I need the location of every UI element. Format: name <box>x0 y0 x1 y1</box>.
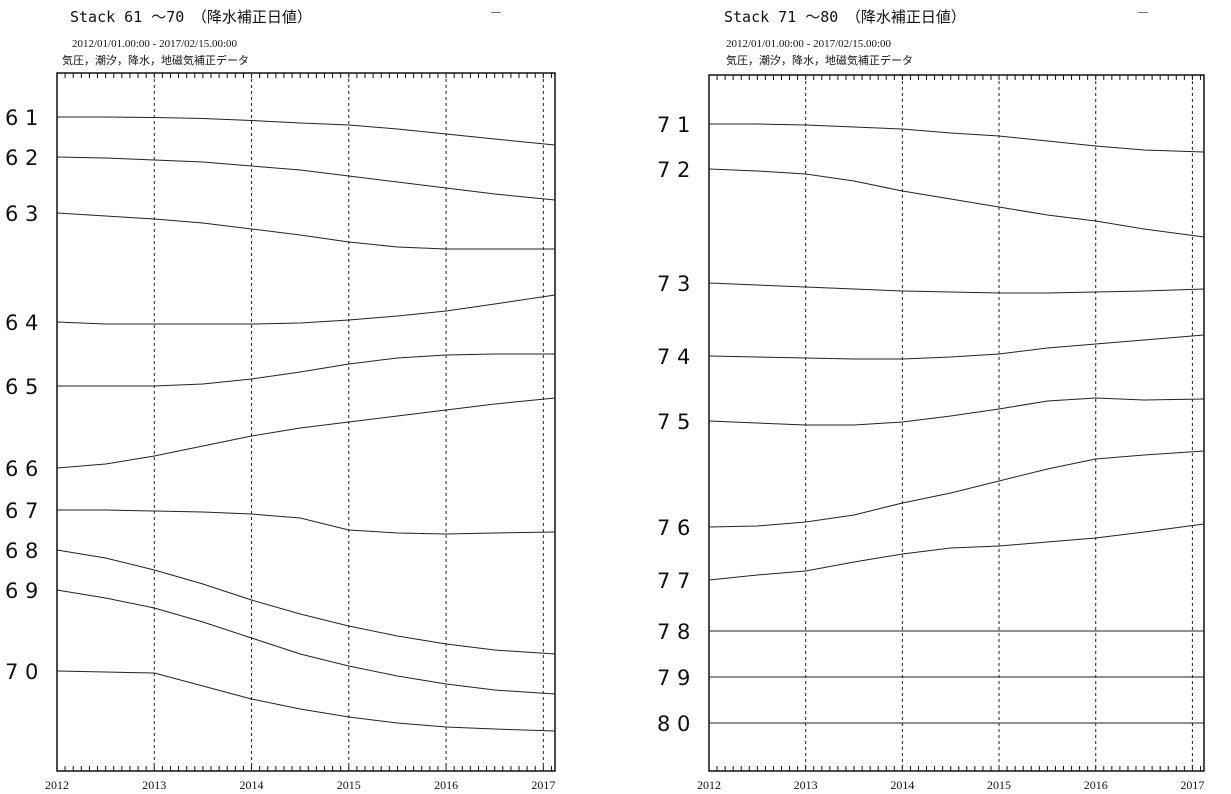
series-line <box>56 212 555 250</box>
x-tick-label: 2013 <box>794 778 818 792</box>
series-line <box>56 549 556 655</box>
series-line <box>57 116 556 146</box>
series-label: 7 9 <box>657 666 690 690</box>
series-line <box>56 670 556 732</box>
series-label: 7 5 <box>657 410 690 434</box>
series-label: 7 3 <box>657 272 690 296</box>
series-line <box>709 123 1205 153</box>
series-label: 7 8 <box>657 620 690 644</box>
chart-svg: 2012 2013 2014 2015 2016 2017 6 1 6 2 6 3 6 4 6 5 6… <box>5 72 556 792</box>
series-label: 6 5 <box>5 375 38 399</box>
series-line <box>56 294 556 325</box>
chart-period: 2012/01/01.00:00 - 2017/02/15.00:00 <box>726 38 891 50</box>
x-tick-label: 2015 <box>337 778 361 792</box>
x-tick-label: 2012 <box>45 778 69 792</box>
chart-period: 2012/01/01.00:00 - 2017/02/15.00:00 <box>72 38 237 50</box>
series-line <box>708 282 1205 294</box>
chart-panel-71-80: Stack 71 ～80 （降水補正日値） 2012/01/01.00:00 -… <box>652 0 1231 794</box>
series-label: 6 1 <box>5 106 38 130</box>
series-label: 7 1 <box>657 113 690 137</box>
plot-frame <box>56 72 556 772</box>
series-line <box>708 168 1205 238</box>
x-tick-label: 2012 <box>697 778 721 792</box>
series-line <box>708 523 1205 581</box>
series-label: 6 8 <box>5 539 38 563</box>
x-tick-label: 2015 <box>987 778 1011 792</box>
series-label: 6 3 <box>5 202 38 226</box>
chart-title: Stack 61 ～70 （降水補正日値） <box>70 8 312 26</box>
x-tick-label: 2017 <box>531 778 555 792</box>
plot-frame <box>708 74 1205 772</box>
chart-svg: 2012 2013 2014 2015 2016 2017 7 1 7 2 7 3 7 4 7 5 7… <box>657 74 1205 792</box>
series-label: 6 4 <box>5 311 38 335</box>
series-label: 6 2 <box>5 146 38 170</box>
series-label: 7 2 <box>657 158 690 182</box>
series-label: 7 0 <box>5 660 38 684</box>
chart-note: 気圧，潮汐，降水，地磁気補正データ <box>726 55 913 67</box>
x-tick-label: 2016 <box>1084 778 1108 792</box>
x-tick-label: 2013 <box>142 778 166 792</box>
x-tick-label: 2014 <box>240 778 264 792</box>
series-line <box>708 450 1205 528</box>
series-label: 8 0 <box>657 712 690 736</box>
corner-mark: ー <box>490 6 503 20</box>
corner-mark: ー <box>1137 6 1150 20</box>
series-line <box>708 397 1205 426</box>
x-tick-label: 2016 <box>434 778 458 792</box>
chart-note: 気圧，潮汐，降水，地磁気補正データ <box>62 55 249 67</box>
x-tick-label: 2014 <box>890 778 914 792</box>
x-tick-label: 2017 <box>1180 778 1204 792</box>
series-label: 6 7 <box>5 499 38 523</box>
series-label: 7 7 <box>657 569 690 593</box>
series-label: 6 9 <box>5 579 38 603</box>
series-label: 7 4 <box>657 345 690 369</box>
series-line <box>56 397 556 469</box>
series-line <box>57 353 555 387</box>
series-line <box>57 509 556 535</box>
series-label: 7 6 <box>657 516 690 540</box>
series-line <box>708 334 1205 360</box>
chart-title: Stack 71 ～80 （降水補正日値） <box>724 8 966 26</box>
series-line <box>56 589 556 695</box>
series-label: 6 6 <box>5 457 38 481</box>
chart-panel-61-70: Stack 61 ～70 （降水補正日値） 2012/01/01.00:00 -… <box>0 0 600 794</box>
series-line <box>56 156 556 201</box>
